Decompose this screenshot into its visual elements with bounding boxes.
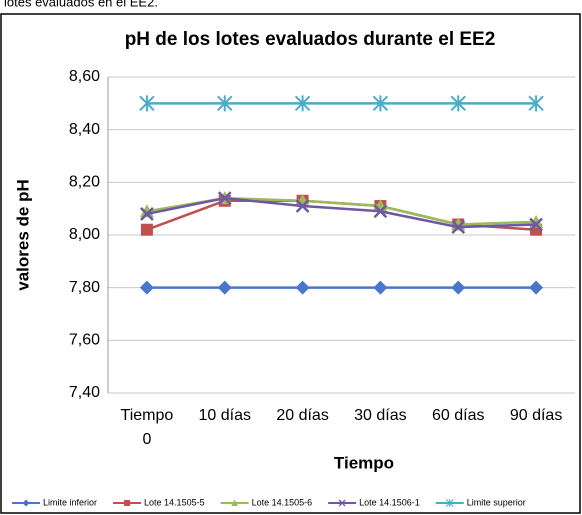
marker xyxy=(450,95,466,112)
x-tick-label: 60 días xyxy=(432,407,485,424)
marker xyxy=(294,95,311,112)
marker xyxy=(217,280,232,295)
y-tick-label: 7,40 xyxy=(69,384,100,401)
marker xyxy=(217,95,233,112)
x-tick-label: 20 días xyxy=(276,407,329,424)
chart-title: pH de los lotes evaluados durante el EE2 xyxy=(125,29,496,50)
marker xyxy=(528,95,544,112)
y-tick-label: 7,60 xyxy=(69,332,100,349)
marker xyxy=(373,204,388,219)
marker xyxy=(217,191,232,206)
y-tick-label: 8,40 xyxy=(69,121,100,138)
y-axis-title: valores de pH xyxy=(13,179,32,291)
marker xyxy=(295,199,310,213)
y-tick-label: 7,80 xyxy=(69,279,100,296)
marker xyxy=(445,499,454,507)
legend-label: Limite superior xyxy=(467,497,526,507)
marker xyxy=(373,280,388,295)
caption: lotes evaluados en el EE2. xyxy=(4,0,158,9)
marker xyxy=(372,95,389,112)
marker xyxy=(124,500,131,506)
y-tick-label: 8,00 xyxy=(69,226,100,243)
x-tick-label: 90 días xyxy=(509,407,563,424)
marker xyxy=(529,280,544,295)
legend-label: Limite inferior xyxy=(43,497,97,507)
y-tick-label: 8,20 xyxy=(69,174,100,191)
marker xyxy=(338,499,346,507)
marker xyxy=(22,499,30,507)
legend-label: Lote 14.1505-6 xyxy=(252,497,313,507)
marker xyxy=(140,207,154,221)
legend-label: Lote 14.1506-1 xyxy=(359,497,420,507)
series-line xyxy=(146,196,537,229)
legend-label: Lote 14.1505-5 xyxy=(144,497,205,507)
x-tick-label: Tiempo 0 xyxy=(120,407,174,448)
marker xyxy=(451,220,466,234)
marker xyxy=(295,280,310,295)
marker xyxy=(451,280,466,295)
marker xyxy=(231,499,239,506)
y-tick-label: 8,60 xyxy=(69,68,100,85)
marker xyxy=(139,280,154,295)
x-tick-label: 10 días xyxy=(198,407,251,424)
x-axis-title: Tiempo xyxy=(334,453,394,472)
x-tick-label: 30 días xyxy=(354,407,407,424)
marker xyxy=(529,217,543,232)
chart-border xyxy=(0,13,581,514)
marker xyxy=(139,95,155,112)
marker xyxy=(140,223,153,236)
